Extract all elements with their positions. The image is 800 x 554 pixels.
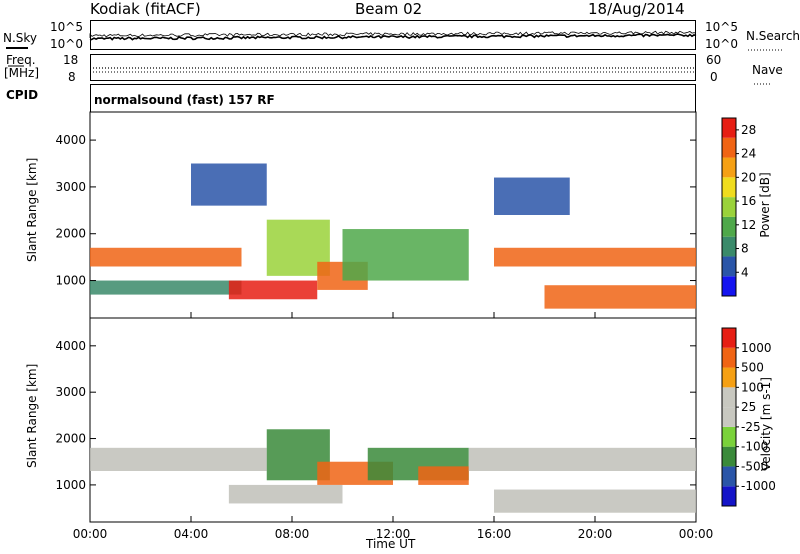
- xtick-label-6: 00:00: [679, 527, 714, 541]
- colorbar-tick-label-1-5: -100: [741, 440, 768, 454]
- cpid-panel: [90, 84, 696, 112]
- colorbar-cell-0-6: [722, 157, 736, 178]
- colorbar-cell-1-2: [722, 446, 736, 467]
- ytick-label-0-2000: 2000: [55, 227, 86, 241]
- freq-left-label-1: Freq.: [6, 53, 36, 67]
- colorbar-tick-label-1-6: -500: [741, 459, 768, 473]
- data-band-0-2: [228, 280, 318, 300]
- nave-label: Nave: [752, 63, 783, 77]
- xtick-label-4: 16:00: [477, 527, 512, 541]
- colorbar-cell-1-4: [722, 407, 736, 427]
- xtick-label-1: 04:00: [174, 527, 209, 541]
- data-band-0-7: [544, 285, 696, 309]
- noise-left-tick-top: 10^5: [50, 20, 83, 34]
- noise-right-tick-top: 10^5: [705, 20, 738, 34]
- colorbar-tick-label-1-3: 25: [741, 400, 756, 414]
- ytick-label-0-3000: 3000: [55, 180, 86, 194]
- colorbar-tick-label-0-6: 28: [741, 123, 756, 137]
- data-band-0-8: [191, 163, 267, 206]
- ytick-label-1-2000: 2000: [55, 432, 86, 446]
- colorbar-tick-label-1-0: 1000: [741, 341, 772, 355]
- xtick-label-3: 12:00: [376, 527, 411, 541]
- noise-left-tick-bottom: 10^0: [50, 37, 83, 51]
- xtick-label-2: 08:00: [275, 527, 310, 541]
- colorbar-tick-label-0-0: 4: [741, 265, 749, 279]
- freq-left-label-2: [MHz]: [4, 66, 40, 80]
- colorbar-cell-0-1: [722, 256, 736, 277]
- colorbar-tick-label-1-2: 100: [741, 380, 764, 394]
- ytick-label-1-4000: 4000: [55, 339, 86, 353]
- colorbar-cell-1-1: [722, 466, 736, 487]
- colorbar-cell-1-3: [722, 426, 736, 447]
- colorbar-cell-0-8: [722, 118, 736, 138]
- colorbar-cell-0-5: [722, 177, 736, 198]
- beam-title: Beam 02: [355, 0, 423, 18]
- freq-right-tick-bottom: 0: [710, 70, 718, 84]
- date-title: 18/Aug/2014: [588, 0, 685, 18]
- colorbar-tick-label-0-2: 12: [741, 218, 756, 232]
- freq-left-tick-bottom: 8: [68, 70, 76, 84]
- colorbar-cell-0-2: [722, 236, 736, 257]
- xtick-label-5: 20:00: [578, 527, 613, 541]
- data-band-0-1: [90, 280, 242, 295]
- colorbar-frame-1: [721, 327, 737, 507]
- colorbar-tick-label-0-5: 24: [741, 147, 756, 161]
- colorbar-tick-label-0-4: 20: [741, 170, 756, 184]
- colorbar-tick-label-1-4: -25: [741, 420, 761, 434]
- noise-right-label: N.Search: [746, 29, 800, 43]
- noise-right-tick-bottom: 10^0: [705, 37, 738, 51]
- colorbar-cell-1-6: [722, 367, 736, 388]
- cpid-label: CPID: [6, 88, 39, 102]
- colorbar-cell-1-0: [722, 486, 736, 506]
- cpid-value: normalsound (fast) 157 RF: [94, 93, 275, 107]
- data-band-1-6: [468, 447, 696, 471]
- data-band-0-9: [494, 177, 570, 215]
- colorbar-tick-label-0-1: 8: [741, 242, 749, 256]
- noise-search-trace: [89, 30, 697, 38]
- data-band-1-5: [418, 466, 469, 485]
- data-band-0-5: [342, 229, 469, 281]
- xtick-label-0: 00:00: [73, 527, 108, 541]
- noise-sky-trace: [89, 33, 697, 41]
- freq-left-tick-top: 18: [63, 53, 79, 67]
- freq-right-tick-top: 60: [706, 53, 722, 67]
- station-title: Kodiak (fitACF): [90, 0, 201, 18]
- data-band-1-0: [90, 447, 267, 471]
- noise-left-label: N.Sky: [3, 31, 38, 45]
- data-band-1-1: [228, 484, 343, 504]
- x-axis-label: Time UT: [366, 537, 416, 551]
- colorbar-cell-0-0: [722, 276, 736, 296]
- data-band-1-7: [494, 489, 696, 513]
- colorbar-cell-0-7: [722, 137, 736, 158]
- colorbar-tick-label-1-7: -1000: [741, 479, 776, 493]
- colorbar-tick-label-1-1: 500: [741, 361, 764, 375]
- data-band-0-0: [90, 247, 242, 267]
- colorbar-cell-0-3: [722, 216, 736, 237]
- ytick-label-1-3000: 3000: [55, 385, 86, 399]
- ytick-label-0-1000: 1000: [55, 274, 86, 288]
- colorbar-cell-1-8: [722, 328, 736, 348]
- ytick-label-1-1000: 1000: [55, 478, 86, 492]
- colorbar-cell-1-7: [722, 347, 736, 368]
- colorbar-frame-0: [721, 117, 737, 297]
- ytick-label-0-4000: 4000: [55, 133, 86, 147]
- colorbar-cell-0-4: [722, 197, 736, 217]
- data-band-0-6: [494, 247, 696, 267]
- colorbar-tick-label-0-3: 16: [741, 194, 756, 208]
- colorbar-cell-1-5: [722, 387, 736, 408]
